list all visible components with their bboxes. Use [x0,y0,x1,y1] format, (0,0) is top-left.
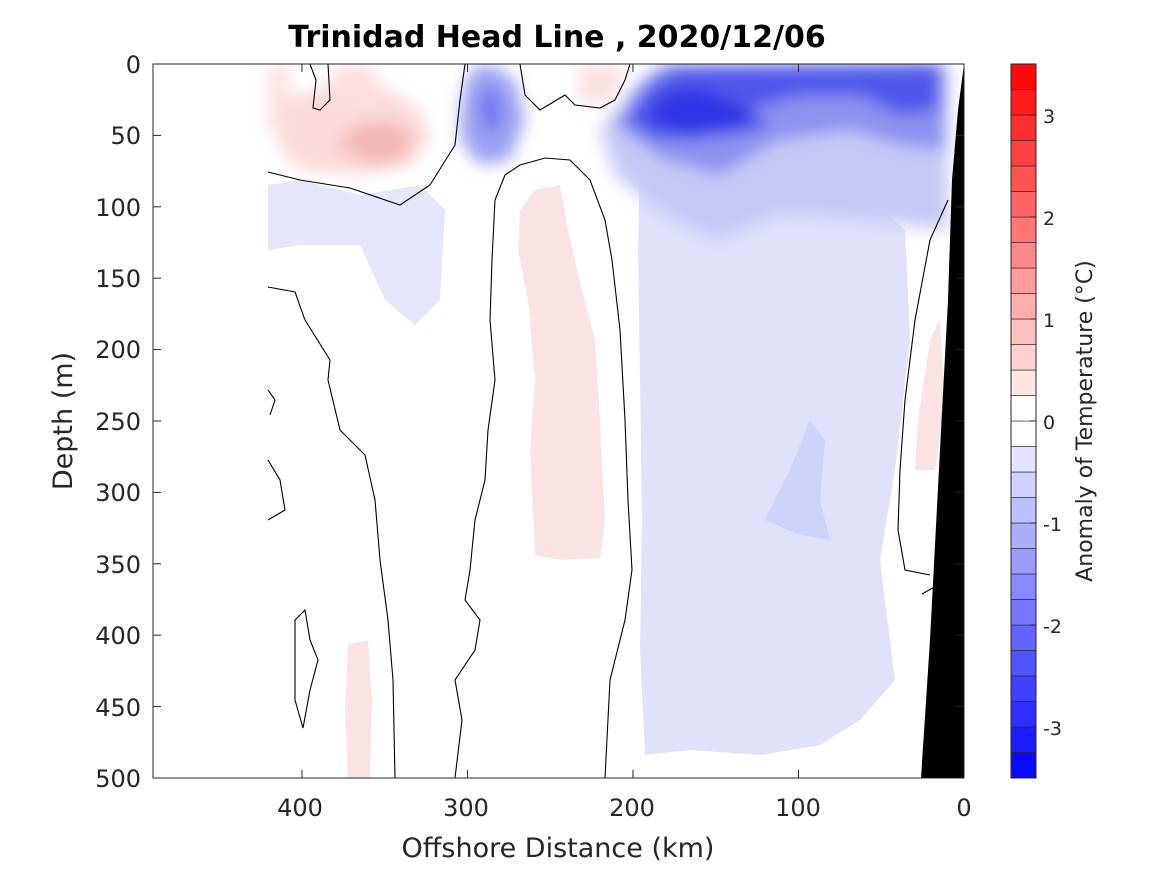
colorbar-segment [1010,369,1037,396]
y-tick-label: 200 [95,336,141,364]
colorbar-tick-label: 0 [1043,412,1055,434]
y-tick-label: 100 [95,194,141,222]
colorbar-tick-label: 2 [1043,208,1055,230]
warm-top-strip-3 [578,64,625,105]
colorbar-segment [1010,63,1037,90]
y-tick-label: 50 [110,122,141,150]
colorbar-tick-label: -1 [1043,514,1062,536]
warm-deep-patch [345,640,372,778]
y-tick-label: 450 [95,694,141,722]
cold-pocket-core [478,85,502,135]
x-tick-label: 300 [443,794,489,822]
x-tick-label: 0 [956,794,971,822]
colorbar-segment [1010,344,1037,371]
colorbar-tick-label: -2 [1043,616,1062,638]
colorbar-segment [1010,650,1037,677]
y-tick-label: 350 [95,551,141,579]
colorbar-segment [1010,165,1037,192]
colorbar-segment [1010,471,1037,498]
y-tick-labels: 0 50 100 150 200 250 300 350 400 450 500 [95,51,141,793]
colorbar-segment [1010,726,1037,753]
y-tick-label: 400 [95,622,141,650]
colorbar-ticks [1030,114,1036,728]
zero-contours [267,64,949,778]
colorbar-segment [1010,573,1037,600]
colorbar-segment [1010,752,1037,779]
y-tick-label: 250 [95,408,141,436]
y-tick-label: 500 [95,765,141,793]
x-tick-label: 100 [775,794,821,822]
colorbar-segment [1010,420,1037,447]
colorbar-segment [1010,114,1037,141]
bathymetry [921,64,964,778]
weak-cold-region [638,150,910,755]
plot-area [152,63,965,779]
warm-shelf-patch [915,320,945,470]
colorbar-tick-label: 1 [1043,310,1055,332]
colorbar-label: Anomaly of Temperature (°C) [1073,260,1098,582]
warm-subsurface-band [518,185,605,560]
colorbar-segment [1010,522,1037,549]
colorbar-segment [1010,599,1037,626]
colorbar-tick-label: 3 [1043,106,1055,128]
warm-surface-core [335,120,415,165]
colorbar-segment [1010,446,1037,473]
colorbar-segment [1010,267,1037,294]
colorbar-segment [1010,675,1037,702]
colorbar-segment [1010,140,1037,167]
warm-top-strip-2 [330,64,380,110]
warm-top-strip [268,64,290,130]
y-tick-label: 150 [95,265,141,293]
colorbar-segment [1010,293,1037,320]
colorbar: 3 2 1 0 -1 -2 -3 Anomaly of Temperature … [1010,63,1098,779]
colorbar-segment [1010,395,1037,422]
x-axis-label: Offshore Distance (km) [402,833,715,864]
colorbar-segment [1010,216,1037,243]
y-tick-label: 300 [95,479,141,507]
colorbar-segment [1010,497,1037,524]
colorbar-segment [1010,318,1037,345]
y-tick-label: 0 [126,51,141,79]
x-tick-label: 200 [609,794,655,822]
x-tick-label: 400 [277,794,323,822]
colorbar-segment [1010,191,1037,218]
chart-title: Trinidad Head Line , 2020/12/06 [288,20,825,55]
colorbar-segment [1010,548,1037,575]
weak-cold-left [268,180,445,325]
anomaly-field [267,64,964,778]
x-tick-labels: 400 300 200 100 0 [277,794,972,822]
cold-surface-core [645,88,770,135]
colorbar-segment [1010,624,1037,651]
colorbar-segment [1010,242,1037,269]
colorbar-segment [1010,701,1037,728]
colorbar-tick-label: -3 [1043,718,1062,740]
cold-patch-mid [765,420,830,540]
y-axis-label: Depth (m) [48,352,79,490]
colorbar-segment [1010,89,1037,116]
axis-ticks [153,63,965,779]
